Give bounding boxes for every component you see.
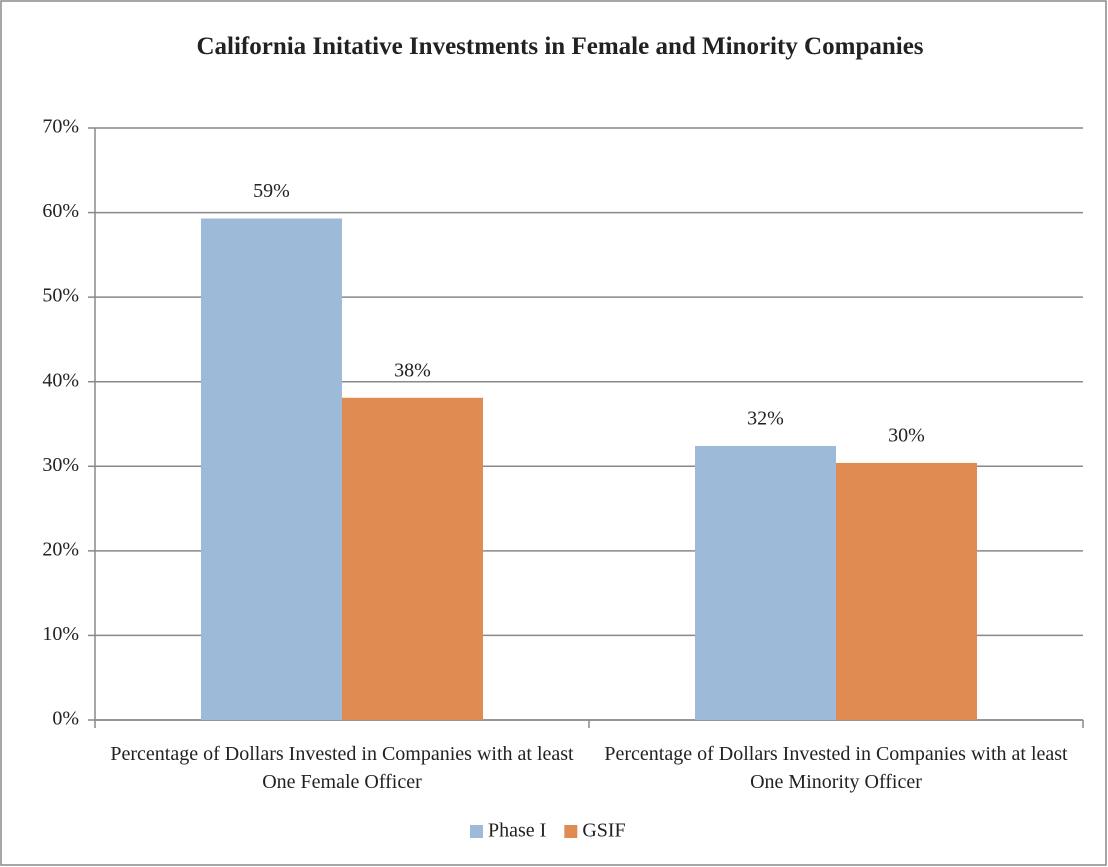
data-label: 59%: [253, 180, 290, 202]
data-label: 38%: [394, 359, 431, 381]
y-tick-label: 70%: [42, 116, 79, 138]
y-tick-label: 0%: [52, 708, 79, 730]
bar: [695, 445, 836, 720]
data-label: 30%: [888, 424, 925, 446]
legend-label: GSIF: [582, 820, 625, 842]
chart-title-box: California Initative Investments in Fema…: [196, 33, 924, 60]
legend-swatch: [564, 825, 578, 838]
y-tick-label: 10%: [42, 623, 79, 645]
legend-label: Phase I: [488, 820, 546, 842]
x-tick-label-box: Percentage of Dollars Invested in Compan…: [110, 743, 574, 793]
y-tick-label: 40%: [42, 369, 79, 391]
y-tick-label: 30%: [42, 454, 79, 476]
legend-swatch: [470, 825, 483, 838]
x-tick-label: Percentage of Dollars Invested in Compan…: [110, 743, 574, 793]
x-tick-label-box: Percentage of Dollars Invested in Compan…: [604, 743, 1068, 793]
bar: [342, 397, 483, 720]
y-tick-label: 60%: [42, 200, 79, 222]
bar: [201, 218, 342, 720]
legend: Phase I GSIF: [470, 820, 626, 842]
chart-title: California Initative Investments in Fema…: [196, 33, 924, 60]
x-tick-label: Percentage of Dollars Invested in Compan…: [604, 743, 1068, 793]
bar: [836, 462, 977, 720]
data-label: 32%: [747, 408, 784, 430]
y-tick-label: 50%: [42, 285, 79, 307]
y-tick-label: 20%: [42, 538, 79, 560]
